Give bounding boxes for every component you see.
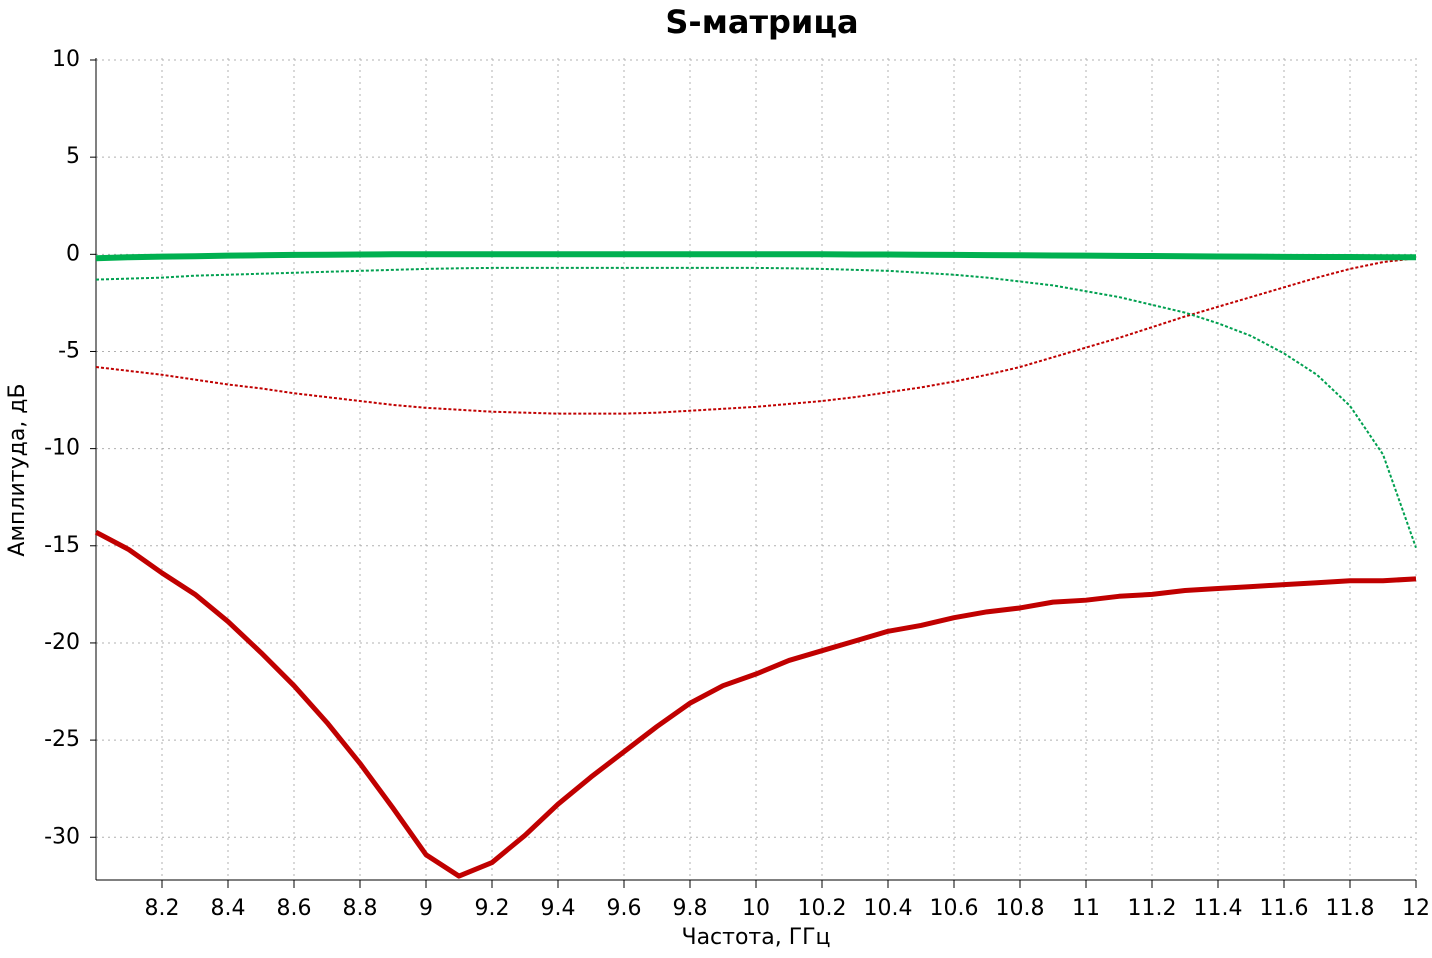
series-line bbox=[94, 529, 1417, 879]
y-tick-label: 5 bbox=[66, 144, 80, 169]
x-tick-label: 11.2 bbox=[1128, 896, 1177, 921]
x-tick-label: 8.4 bbox=[211, 896, 246, 921]
y-axis-label: Амплитуда, дБ bbox=[5, 383, 30, 556]
x-tick-label: 12 bbox=[1402, 896, 1430, 921]
x-tick-label: 11 bbox=[1072, 896, 1100, 921]
x-tick-label: 11.6 bbox=[1260, 896, 1309, 921]
y-tick-label: -15 bbox=[44, 533, 80, 558]
y-tick-label: -5 bbox=[58, 338, 80, 363]
series-line bbox=[95, 266, 1417, 549]
x-tick-label: 9.2 bbox=[475, 896, 510, 921]
y-tick-label: -30 bbox=[44, 824, 80, 849]
x-tick-label: 10 bbox=[742, 896, 770, 921]
series-line bbox=[95, 257, 1417, 415]
x-tick-label: 9.4 bbox=[541, 896, 576, 921]
x-tick-label: 9.8 bbox=[673, 896, 708, 921]
x-tick-label: 11.8 bbox=[1326, 896, 1375, 921]
y-tick-label: -10 bbox=[44, 436, 80, 461]
chart-title: S-матрица bbox=[665, 3, 858, 41]
x-tick-label: 9 bbox=[419, 896, 433, 921]
x-tick-label: 11.4 bbox=[1194, 896, 1243, 921]
series-line bbox=[95, 251, 1416, 262]
x-tick-label: 8.2 bbox=[145, 896, 180, 921]
x-tick-label: 8.6 bbox=[277, 896, 312, 921]
x-tick-label: 9.6 bbox=[607, 896, 642, 921]
x-tick-label: 10.4 bbox=[864, 896, 913, 921]
x-tick-label: 10.6 bbox=[930, 896, 979, 921]
y-tick-label: -25 bbox=[44, 727, 80, 752]
x-tick-label: 10.8 bbox=[996, 896, 1045, 921]
y-tick-label: 0 bbox=[66, 241, 80, 266]
x-tick-label: 10.2 bbox=[798, 896, 847, 921]
x-axis-label: Частота, ГГц bbox=[681, 925, 830, 950]
y-tick-label: 10 bbox=[52, 47, 80, 72]
y-tick-label: -20 bbox=[44, 630, 80, 655]
x-tick-label: 8.8 bbox=[343, 896, 378, 921]
